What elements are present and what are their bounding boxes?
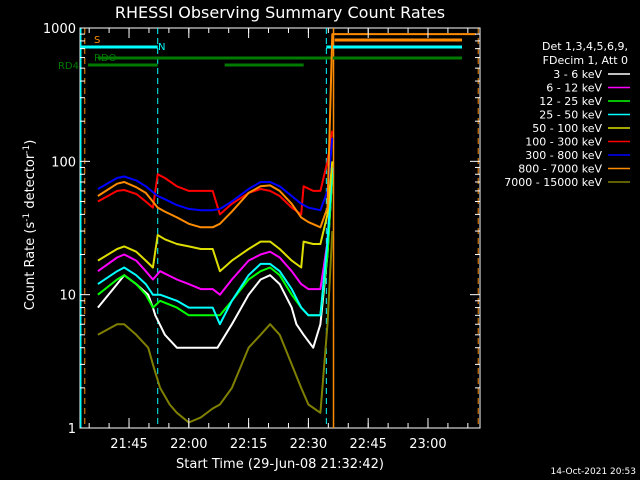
flag-label-s: S	[94, 35, 100, 46]
legend: Det 1,3,4,5,6,9,FDecim 1, Att 03 - 6 keV…	[504, 40, 630, 189]
legend-entry-label: 800 - 7000 keV	[518, 163, 602, 176]
series-line-2	[97, 167, 334, 296]
legend-entry-label: 300 - 800 keV	[525, 149, 602, 162]
series-line-5	[97, 161, 334, 273]
legend-entry-label: 25 - 50 keV	[539, 109, 602, 122]
y-tick-label: 1000	[43, 22, 76, 37]
series-line-6	[97, 130, 334, 216]
flag-label-rd4: RD4	[58, 61, 79, 72]
series-line-4	[97, 167, 334, 326]
series-line-7	[97, 137, 334, 212]
legend-header-line: Det 1,3,4,5,6,9,	[542, 40, 628, 53]
series-line-8	[97, 33, 476, 229]
series-line-1	[97, 174, 334, 349]
chart-title: RHESSI Observing Summary Count Rates	[115, 3, 445, 22]
x-tick-label: 23:00	[409, 437, 446, 452]
y-tick-label: 100	[51, 155, 76, 170]
y-tick-label: 10	[59, 289, 76, 304]
x-tick-label: 22:15	[230, 437, 267, 452]
x-tick-label: 21:45	[110, 437, 147, 452]
legend-entry-label: 7000 - 15000 keV	[504, 176, 602, 189]
legend-entry-label: 6 - 12 keV	[546, 82, 602, 95]
y-axis-label: Count Rate (s-1 detector-1)	[22, 140, 38, 311]
x-axis-label: Start Time (29-Jun-08 21:32:42)	[176, 457, 384, 472]
legend-entry-label: 12 - 25 keV	[539, 95, 602, 108]
series-line-9	[97, 231, 334, 424]
axis-layer: 1 10 100 1000 21:45 22:00 22:15 22:30 22:45 23:00	[43, 22, 480, 452]
flag-label-rdo: RDO	[94, 53, 117, 64]
flag-layer: S N RDO RD4	[58, 28, 479, 428]
legend-entry-label: 3 - 6 keV	[553, 68, 602, 81]
legend-entry-label: 50 - 100 keV	[532, 122, 602, 135]
timestamp: 14-Oct-2021 20:53	[551, 467, 636, 477]
y-tick-label: 1	[68, 422, 76, 437]
flag-label-n: N	[158, 42, 165, 53]
series-layer	[97, 33, 476, 424]
legend-entry-label: 100 - 300 keV	[525, 136, 602, 149]
x-tick-label: 22:30	[290, 437, 327, 452]
x-tick-label: 22:00	[170, 437, 207, 452]
legend-header-line: FDecim 1, Att 0	[543, 54, 628, 67]
x-tick-label: 22:45	[349, 437, 386, 452]
